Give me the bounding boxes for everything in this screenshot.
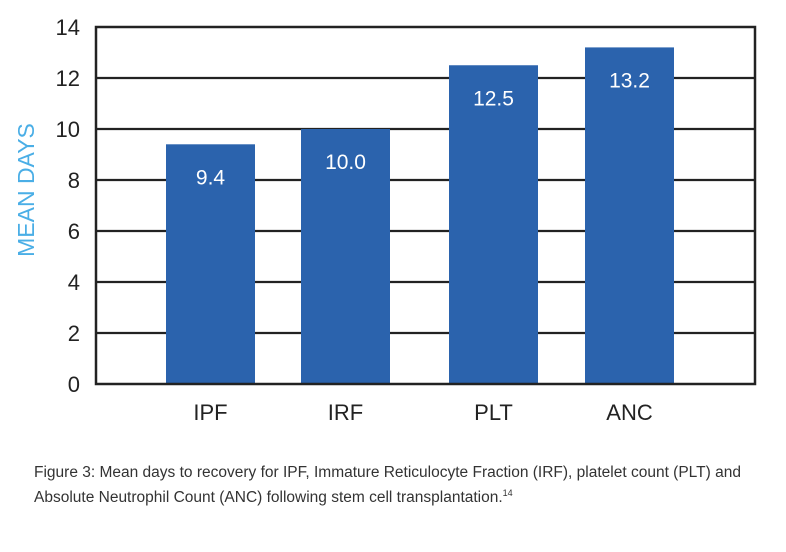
plot-frame [94,25,757,386]
y-tick-label: 12 [56,66,80,91]
bar-plt [449,65,538,384]
figure-caption: Figure 3: Mean days to recovery for IPF,… [34,462,754,508]
y-tick-label: 10 [56,117,80,142]
data-label: 10.0 [325,151,366,174]
y-tick-label: 4 [68,270,80,295]
y-tick-label: 2 [68,321,80,346]
y-tick-label: 0 [68,372,80,397]
caption-reference: 14 [502,488,513,498]
bar-irf [301,129,390,384]
y-tick-label: 14 [56,15,80,40]
y-tick-label: 8 [68,168,80,193]
bar-chart: 0 2 4 6 8 10 12 14 9.4 IPF 10.0 IRF 12.5 PLT 13.2 ANC ME… [13,15,757,425]
data-label: 9.4 [196,166,226,189]
bar-ipf [166,144,255,384]
data-label: 13.2 [609,69,650,92]
y-tick-label: 6 [68,219,80,244]
x-tick-label: IPF [193,400,227,425]
x-tick-label: IRF [328,400,363,425]
x-tick-label: PLT [474,400,513,425]
x-tick-label: ANC [606,400,653,425]
y-axis-label: MEAN DAYS [13,123,39,257]
data-label: 12.5 [473,87,514,110]
bar-anc [585,47,674,385]
caption-text: Figure 3: Mean days to recovery for IPF,… [34,464,741,507]
